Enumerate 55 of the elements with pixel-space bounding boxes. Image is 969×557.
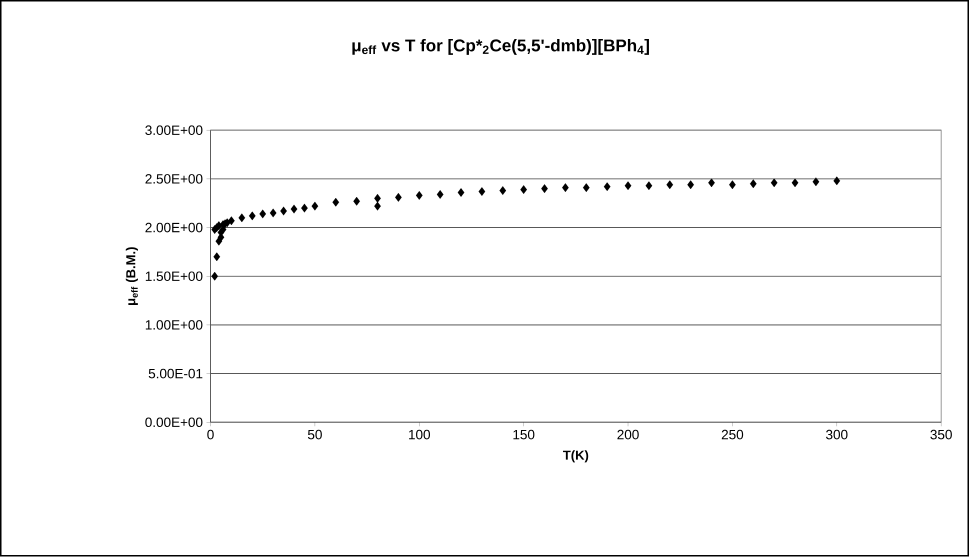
x-tick-label: 0	[207, 430, 214, 440]
x-tick-label: 100	[409, 430, 430, 440]
point	[687, 180, 694, 190]
point	[211, 272, 218, 281]
point	[395, 193, 402, 202]
point	[750, 180, 757, 188]
y-tick-label: 1.50E+00	[146, 272, 202, 282]
point	[624, 182, 632, 190]
point	[770, 178, 778, 188]
x-axis-title: T(K)	[562, 450, 588, 463]
point	[312, 202, 318, 211]
point	[270, 208, 277, 218]
point	[213, 252, 220, 262]
y-tick-label: 2.50E+00	[145, 174, 202, 184]
point	[541, 184, 548, 194]
y-tick-label: 2.00E+00	[145, 223, 202, 233]
point	[280, 206, 287, 216]
point	[708, 178, 715, 188]
point	[562, 183, 569, 192]
point	[646, 182, 652, 190]
x-tick-label: 50	[308, 430, 322, 440]
point	[416, 191, 423, 200]
point	[374, 194, 381, 204]
point	[248, 212, 256, 221]
point	[436, 190, 444, 200]
point	[332, 198, 340, 207]
chart-title: μ$_{eff}$ vs T for [Cp*$_{2}$Ce(5,5'-dmb)][BPh$_{4}$]	[352, 39, 649, 56]
point	[353, 197, 360, 206]
point	[666, 180, 674, 190]
x-tick-label: 250	[722, 430, 744, 440]
x-tick-label: 350	[930, 430, 952, 440]
point	[792, 178, 798, 188]
point	[458, 188, 464, 198]
x-tick-label: 150	[513, 430, 534, 440]
point	[499, 186, 506, 196]
point	[812, 178, 820, 186]
point	[478, 187, 486, 196]
point	[238, 214, 246, 222]
y-tick-label: 0.00E+00	[145, 418, 202, 428]
point	[301, 204, 308, 213]
point	[290, 204, 298, 214]
point	[374, 202, 381, 211]
y-tick-label: 5.00E-01	[148, 369, 202, 379]
x-tick-label: 300	[826, 430, 848, 440]
point	[729, 180, 736, 190]
point	[582, 183, 590, 192]
y-axis-title: μ$_{eff}$ (B.M.)	[126, 247, 138, 306]
y-tick-label: 3.00E+00	[145, 126, 202, 136]
y-tick-label: 1.00E+00	[146, 320, 202, 330]
point	[833, 176, 840, 186]
point	[228, 216, 235, 226]
point	[520, 185, 528, 194]
point	[604, 182, 611, 192]
x-tick-label: 200	[617, 430, 639, 440]
point	[259, 210, 266, 219]
